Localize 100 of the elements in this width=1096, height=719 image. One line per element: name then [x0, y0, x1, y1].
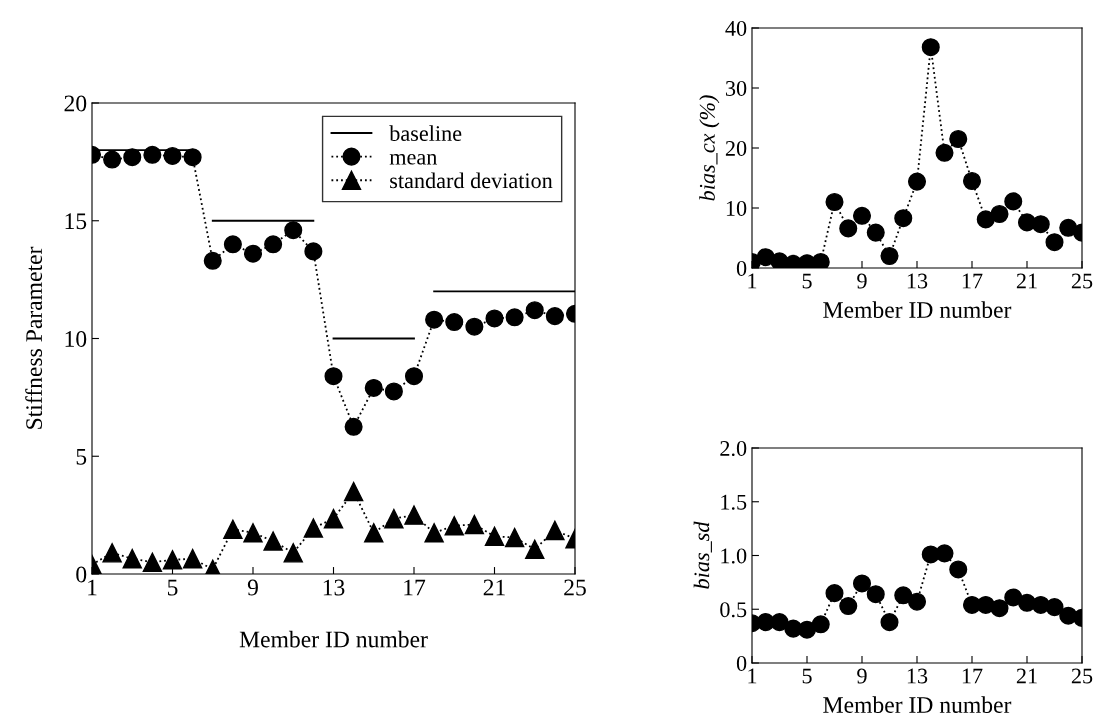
point — [990, 599, 1009, 618]
point — [182, 548, 203, 569]
point — [344, 417, 363, 436]
point — [324, 367, 343, 386]
point — [935, 143, 954, 162]
point — [894, 586, 913, 605]
point — [880, 613, 899, 632]
point — [323, 508, 344, 529]
point — [223, 519, 243, 539]
point — [990, 204, 1009, 224]
point — [162, 550, 183, 570]
point — [797, 620, 817, 639]
point — [102, 543, 122, 563]
y-tick-label: 0 — [736, 655, 747, 671]
y-tick-label: 1.0 — [721, 548, 747, 564]
x-tick-label: 25 — [1071, 668, 1093, 684]
legend-label: mean — [389, 153, 438, 165]
x-tick-label: 1 — [748, 668, 757, 684]
x-tick-label: 21 — [483, 579, 505, 596]
point — [424, 523, 444, 543]
point — [364, 378, 383, 397]
point — [425, 310, 444, 329]
x-tick-label: 1 — [748, 273, 757, 289]
x-axis-title: Member ID number — [823, 696, 1012, 713]
point — [1059, 218, 1078, 237]
point — [525, 301, 544, 320]
point — [525, 539, 545, 559]
point — [770, 613, 789, 632]
point — [465, 317, 484, 336]
y-axis-title: Stiffness Parameter — [25, 246, 43, 429]
point — [907, 172, 927, 191]
y-tick-label: 0 — [76, 566, 87, 583]
point — [243, 244, 263, 263]
point — [143, 145, 162, 164]
y-axis-title: bias_sd — [693, 521, 712, 589]
x-tick-label: 5 — [167, 579, 178, 596]
x-tick-label: 13 — [907, 273, 928, 289]
point — [304, 242, 323, 261]
point — [404, 367, 424, 386]
y-tick-label: 20 — [64, 95, 87, 112]
point — [505, 308, 524, 327]
point — [866, 585, 885, 604]
x-tick-label: 17 — [962, 273, 983, 289]
point — [811, 615, 830, 634]
point — [1045, 598, 1064, 617]
x-tick-label: 1 — [88, 579, 97, 596]
point — [907, 592, 927, 611]
point — [283, 543, 303, 563]
point — [122, 548, 142, 569]
y-axis-title: bias_cx (%) — [699, 95, 720, 201]
point — [404, 505, 424, 525]
point — [825, 192, 844, 212]
point — [183, 148, 202, 167]
y-tick-label: 0.5 — [720, 602, 747, 618]
point — [264, 235, 283, 254]
point — [163, 146, 182, 166]
point — [485, 309, 504, 328]
point — [203, 251, 222, 270]
x-tick-label: 21 — [1016, 668, 1037, 684]
x-tick-label: 5 — [802, 668, 812, 684]
point — [263, 531, 283, 551]
point — [1004, 192, 1023, 211]
point — [103, 150, 122, 169]
point — [825, 584, 844, 603]
y-tick-label: 0 — [736, 260, 747, 276]
point — [976, 210, 995, 229]
point — [866, 223, 885, 242]
point — [1045, 233, 1064, 252]
point — [444, 515, 464, 536]
x-tick-label: 9 — [857, 668, 867, 684]
x-tick-label: 21 — [1016, 273, 1037, 289]
point — [811, 252, 830, 268]
point — [243, 523, 263, 543]
point — [303, 518, 324, 538]
point — [364, 523, 384, 543]
point — [1004, 588, 1023, 607]
point — [894, 209, 913, 228]
point — [464, 514, 485, 535]
point — [445, 312, 464, 332]
x-axis-title: Member ID number — [239, 630, 428, 648]
point — [504, 527, 525, 548]
point — [935, 544, 954, 563]
y-tick-label: 40 — [725, 20, 747, 36]
y-tick-label: 5 — [76, 448, 87, 465]
point — [545, 520, 565, 541]
point — [384, 382, 403, 401]
point — [1031, 215, 1050, 234]
point — [384, 508, 404, 529]
y-tick-label: 10 — [726, 200, 747, 216]
legend-label: standard deviation — [390, 172, 553, 189]
y-tick-label: 2.0 — [720, 440, 747, 457]
x-tick-label: 25 — [564, 579, 586, 596]
y-tick-label: 1.5 — [721, 494, 747, 510]
point — [142, 552, 163, 572]
x-tick-label: 13 — [907, 668, 928, 684]
x-tick-label: 5 — [802, 273, 812, 289]
point — [852, 574, 872, 593]
point — [949, 129, 968, 149]
x-tick-label: 17 — [404, 579, 426, 596]
x-axis-title: Member ID number — [823, 301, 1012, 318]
